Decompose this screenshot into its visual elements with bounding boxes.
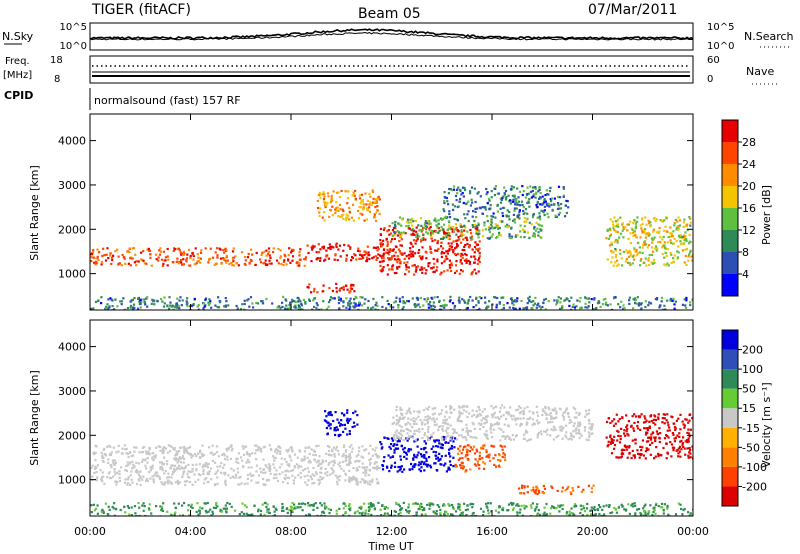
colorbar-swatch xyxy=(722,427,738,448)
velocity-heatmap xyxy=(90,404,693,516)
colorbar-tick-label: 100 xyxy=(742,363,763,376)
radar-title: TIGER (fitACF) xyxy=(91,2,191,18)
power-plot-frame xyxy=(89,113,694,311)
nave-label: Nave xyxy=(746,65,774,78)
colorbar-swatch xyxy=(722,369,738,389)
colorbar-tick-label: -15 xyxy=(742,422,760,435)
colorbar-tick-label: 200 xyxy=(742,344,763,357)
range-tick-label: 2000 xyxy=(58,429,86,442)
colorbar-swatch xyxy=(722,330,738,350)
beam-label: Beam 05 xyxy=(358,6,421,22)
colorbar-swatch xyxy=(722,349,738,370)
colorbar-tick-label: 24 xyxy=(742,158,756,171)
colorbar-tick-label: -50 xyxy=(742,441,760,454)
time-tick-label: 00:00 xyxy=(677,525,709,538)
time-tick-label: 20:00 xyxy=(577,525,609,538)
freq-panel-frame xyxy=(89,55,694,84)
colorbar-swatch xyxy=(722,230,738,252)
velocity-plot-frame xyxy=(89,319,694,517)
date-label: 07/Mar/2011 xyxy=(588,2,677,18)
nave-tick-top: 60 xyxy=(707,55,720,66)
xlabel-time-ut: Time UT xyxy=(367,540,413,553)
sky-noise-line xyxy=(89,28,694,40)
colorbar-swatch xyxy=(722,486,738,506)
time-tick-label: 08:00 xyxy=(275,525,307,538)
colorbar-swatch xyxy=(722,142,738,164)
colorbar-tick-label: -100 xyxy=(742,461,767,474)
colorbar-tick-label: 20 xyxy=(742,180,756,193)
range-tick-label: 1000 xyxy=(58,474,86,487)
velocity-ylabel: Slant Range [km] xyxy=(28,370,41,466)
time-tick-label: 12:00 xyxy=(376,525,408,538)
colorbar-tick-label: 15 xyxy=(742,402,756,415)
colorbar-tick-label: 28 xyxy=(742,136,756,149)
velocity-colorbar-label: Velocity [m s⁻¹] xyxy=(760,382,773,467)
range-tick-label: 4000 xyxy=(58,135,86,148)
range-tick-label: 3000 xyxy=(58,385,86,398)
freq-tick-bottom: 8 xyxy=(54,74,60,85)
colorbar-swatch xyxy=(722,252,738,274)
sky-label: N.Sky xyxy=(2,30,34,43)
power-ylabel: Slant Range [km] xyxy=(28,165,41,261)
colorbar-swatch xyxy=(722,186,738,208)
colorbar-tick-label: 8 xyxy=(742,246,749,259)
colorbar-swatch xyxy=(722,466,738,487)
colorbar-swatch xyxy=(722,274,738,296)
time-tick-label: 04:00 xyxy=(175,525,207,538)
range-tick-label: 4000 xyxy=(58,341,86,354)
cpid-text: normalsound (fast) 157 RF xyxy=(94,94,241,107)
colorbar-swatch xyxy=(722,120,738,142)
search-noise-line xyxy=(89,31,694,41)
colorbar-swatch xyxy=(722,164,738,186)
range-tick-label: 1000 xyxy=(58,268,86,281)
power-colorbar: 28 24 20 16 12 8 4 xyxy=(721,119,756,297)
velocity-colorbar: 200 100 50 15 -15 -50 -100 -200 xyxy=(721,329,767,507)
colorbar-tick-label: 50 xyxy=(742,383,756,396)
power-heatmap xyxy=(90,185,693,310)
sky-tick-top: 10^5 xyxy=(60,22,87,33)
time-tick-label: 00:00 xyxy=(74,525,106,538)
time-tick-label: 16:00 xyxy=(476,525,508,538)
colorbar-tick-label: 12 xyxy=(742,224,756,237)
search-tick-top: 10^5 xyxy=(707,22,734,33)
time-tick-labels: 00:00 04:00 08:00 12:00 16:00 20:00 00:00 xyxy=(74,525,709,538)
search-tick-bottom: 10^0 xyxy=(707,41,734,52)
colorbar-tick-label: 4 xyxy=(742,268,749,281)
colorbar-swatch xyxy=(722,408,738,428)
velocity-axes: 1000 2000 3000 4000 xyxy=(58,320,694,516)
sky-panel-frame xyxy=(89,22,694,51)
sky-tick-bottom: 10^0 xyxy=(60,41,87,52)
range-tick-label: 2000 xyxy=(58,223,86,236)
nave-tick-bottom: 0 xyxy=(707,74,713,85)
range-tick-label: 3000 xyxy=(58,179,86,192)
freq-label-bottom: [MHz] xyxy=(3,70,32,81)
colorbar-swatch xyxy=(722,388,738,409)
colorbar-tick-label: 16 xyxy=(742,202,756,215)
search-label: N.Search xyxy=(744,30,794,43)
cpid-label: CPID xyxy=(4,89,33,102)
power-colorbar-label: Power [dB] xyxy=(760,185,773,245)
freq-tick-top: 18 xyxy=(50,55,63,66)
colorbar-swatch xyxy=(722,447,738,467)
colorbar-swatch xyxy=(722,208,738,230)
colorbar-tick-label: -200 xyxy=(742,480,767,493)
power-axes: 1000 2000 3000 4000 xyxy=(58,114,694,310)
freq-label-top: Freq. xyxy=(5,56,30,67)
